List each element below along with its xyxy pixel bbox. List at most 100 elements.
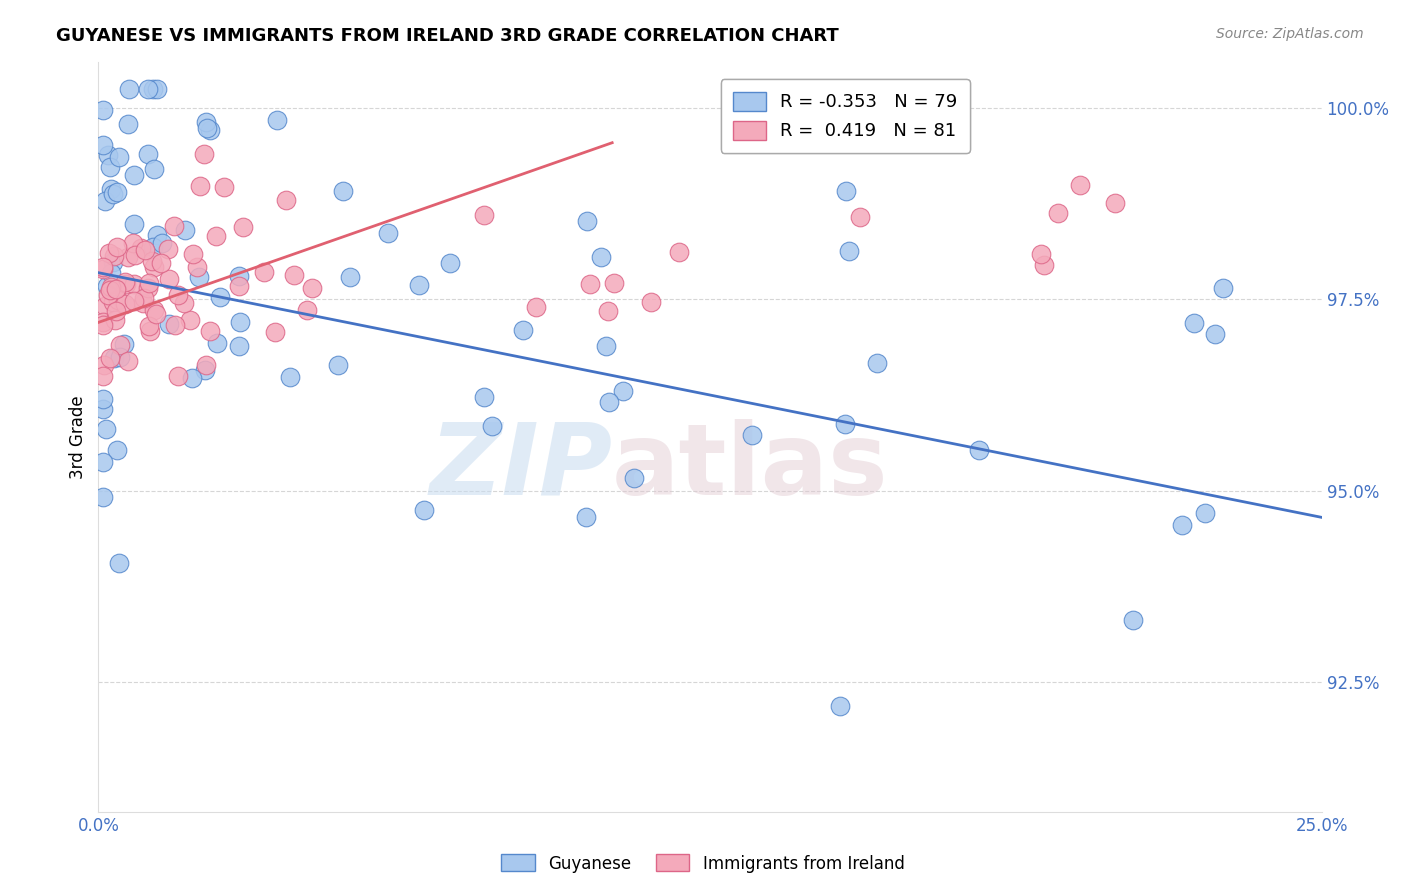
- Point: [180, 371, 202, 385]
- Point: [1204, 326, 1226, 341]
- Point: [575, 214, 598, 228]
- Point: [105, 185, 128, 199]
- Legend: R = -0.353   N = 79, R =  0.419   N = 81: R = -0.353 N = 79, R = 0.419 N = 81: [721, 79, 970, 153]
- Point: [326, 358, 349, 372]
- Point: [412, 503, 434, 517]
- Point: [195, 358, 218, 372]
- Point: [97, 148, 120, 162]
- Point: [91, 402, 114, 417]
- Point: [117, 250, 139, 264]
- Point: [146, 82, 169, 96]
- Point: [253, 265, 276, 279]
- Point: [167, 287, 190, 301]
- Point: [186, 260, 208, 274]
- Point: [97, 288, 120, 302]
- Point: [138, 318, 160, 333]
- Text: Source: ZipAtlas.com: Source: ZipAtlas.com: [1216, 27, 1364, 41]
- Point: [377, 226, 399, 240]
- Point: [91, 262, 114, 277]
- Point: [838, 244, 860, 258]
- Point: [100, 182, 122, 196]
- Point: [188, 179, 211, 194]
- Point: [623, 471, 645, 485]
- Point: [301, 281, 323, 295]
- Point: [114, 336, 136, 351]
- Point: [122, 277, 145, 292]
- Point: [93, 358, 115, 372]
- Point: [100, 160, 122, 174]
- Point: [741, 428, 763, 442]
- Point: [105, 442, 128, 457]
- Point: [228, 339, 250, 353]
- Point: [100, 279, 122, 293]
- Point: [129, 241, 152, 255]
- Point: [596, 304, 619, 318]
- Point: [157, 318, 180, 332]
- Point: [150, 236, 173, 251]
- Point: [138, 324, 160, 338]
- Point: [103, 249, 125, 263]
- Point: [866, 356, 889, 370]
- Point: [98, 283, 121, 297]
- Point: [138, 276, 160, 290]
- Point: [141, 254, 163, 268]
- Point: [1104, 196, 1126, 211]
- Point: [138, 82, 160, 96]
- Point: [142, 161, 165, 176]
- Point: [205, 335, 228, 350]
- Point: [117, 354, 139, 368]
- Point: [134, 243, 156, 257]
- Point: [640, 294, 662, 309]
- Point: [228, 278, 250, 293]
- Point: [332, 185, 354, 199]
- Point: [1194, 506, 1216, 520]
- Point: [283, 268, 305, 283]
- Point: [107, 293, 129, 308]
- Point: [96, 279, 118, 293]
- Point: [103, 186, 125, 201]
- Point: [93, 299, 115, 313]
- Point: [163, 219, 186, 233]
- Point: [122, 217, 145, 231]
- Point: [157, 272, 180, 286]
- Point: [591, 250, 613, 264]
- Point: [105, 282, 128, 296]
- Point: [278, 370, 301, 384]
- Point: [105, 240, 128, 254]
- Point: [212, 180, 235, 194]
- Point: [100, 266, 122, 280]
- Point: [967, 442, 990, 457]
- Point: [149, 256, 172, 270]
- Point: [849, 210, 872, 224]
- Point: [668, 245, 690, 260]
- Text: atlas: atlas: [612, 418, 889, 516]
- Point: [228, 268, 250, 283]
- Point: [138, 280, 160, 294]
- Point: [100, 282, 122, 296]
- Point: [114, 296, 136, 310]
- Point: [1171, 517, 1194, 532]
- Point: [91, 318, 114, 333]
- Point: [98, 351, 121, 366]
- Point: [143, 260, 166, 274]
- Point: [339, 270, 361, 285]
- Point: [91, 368, 114, 383]
- Y-axis label: 3rd Grade: 3rd Grade: [69, 395, 87, 479]
- Point: [1069, 178, 1091, 192]
- Point: [179, 312, 201, 326]
- Point: [1122, 613, 1144, 627]
- Point: [195, 120, 218, 135]
- Point: [193, 147, 215, 161]
- Point: [143, 303, 166, 318]
- Point: [173, 222, 195, 236]
- Point: [91, 138, 114, 153]
- Point: [108, 350, 131, 364]
- Point: [297, 302, 319, 317]
- Point: [107, 150, 129, 164]
- Point: [188, 270, 211, 285]
- Point: [1184, 316, 1206, 330]
- Point: [195, 115, 218, 129]
- Point: [134, 291, 156, 305]
- Point: [835, 184, 858, 198]
- Point: [97, 246, 120, 260]
